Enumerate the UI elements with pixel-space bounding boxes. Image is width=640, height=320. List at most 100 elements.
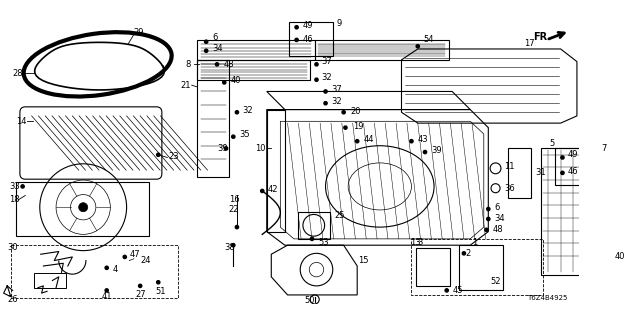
Circle shape [356,140,359,143]
Text: 11: 11 [504,162,515,171]
Text: 30: 30 [7,244,18,252]
Text: 32: 32 [331,97,342,106]
Text: 48: 48 [223,60,234,69]
Text: 18: 18 [9,196,20,204]
Circle shape [105,289,108,292]
Text: 42: 42 [268,185,278,194]
Text: 49: 49 [303,21,314,30]
Circle shape [223,81,226,84]
Circle shape [324,101,327,105]
Text: 48: 48 [493,225,504,234]
Circle shape [225,147,228,150]
Bar [508,148,531,198]
Text: T6Z4B4925: T6Z4B4925 [527,295,568,301]
Circle shape [424,150,427,154]
Circle shape [138,284,142,287]
Circle shape [561,171,564,174]
Text: 21: 21 [181,81,191,90]
Circle shape [561,156,564,159]
Text: 33: 33 [9,182,20,191]
Text: 31: 31 [535,168,546,177]
Circle shape [342,111,345,114]
Text: 2: 2 [466,249,471,258]
Circle shape [157,153,160,156]
Circle shape [486,207,490,211]
Text: 28: 28 [13,69,23,78]
Circle shape [324,90,327,93]
Text: 43: 43 [418,135,428,144]
Text: 5: 5 [550,139,555,148]
Text: 6: 6 [212,33,218,42]
Circle shape [232,244,235,247]
Text: 44: 44 [364,135,374,144]
Circle shape [295,38,298,42]
Text: 39: 39 [431,146,442,155]
Circle shape [607,255,610,259]
Circle shape [105,266,108,269]
Text: 46: 46 [303,36,314,44]
Circle shape [232,135,235,138]
Circle shape [310,237,314,241]
Text: 32: 32 [243,106,253,115]
Bar [197,60,310,80]
Text: 34: 34 [212,44,223,53]
Circle shape [485,228,488,231]
Text: 37: 37 [331,85,342,94]
Text: 34: 34 [495,213,505,223]
Text: 16: 16 [228,196,239,204]
Text: 51: 51 [156,287,166,296]
Text: 15: 15 [358,256,369,265]
Circle shape [344,126,347,129]
Text: 37: 37 [321,57,332,66]
Bar [460,245,503,291]
Circle shape [236,226,239,229]
Text: 7: 7 [602,144,607,153]
Bar [315,40,449,60]
Text: 50: 50 [304,296,314,305]
Text: 41: 41 [101,292,112,301]
Text: 9: 9 [337,19,342,28]
Bar [35,273,66,288]
Text: 54: 54 [423,36,434,44]
Text: 49: 49 [568,150,579,159]
Bar [541,148,636,275]
Circle shape [123,255,127,259]
Text: 45: 45 [452,286,463,295]
Bar [289,22,333,56]
Text: 19: 19 [353,122,363,131]
Text: 6: 6 [495,203,500,212]
Text: 13: 13 [410,238,420,247]
Text: 23: 23 [168,152,179,161]
Circle shape [486,217,490,220]
Bar [11,245,178,298]
Text: 40: 40 [615,252,625,261]
Text: 14: 14 [16,117,27,126]
Circle shape [157,281,160,284]
Circle shape [315,63,318,66]
Text: 53: 53 [318,238,329,247]
Circle shape [462,252,465,255]
Text: 22: 22 [228,204,239,213]
Text: 38: 38 [224,244,235,252]
Circle shape [205,49,208,52]
Text: 10: 10 [255,144,266,153]
Text: 29: 29 [134,28,145,37]
Text: 47: 47 [129,250,140,259]
Text: 27: 27 [136,291,147,300]
Circle shape [205,40,208,44]
Circle shape [295,26,298,29]
Text: 26: 26 [7,295,18,304]
Text: 36: 36 [504,184,515,193]
Circle shape [79,203,88,212]
Circle shape [260,189,264,193]
Circle shape [21,185,24,188]
Bar [412,239,543,295]
Text: 3: 3 [418,238,423,247]
Bar [197,40,315,60]
Text: FR.: FR. [534,32,552,42]
Text: 25: 25 [335,211,345,220]
Circle shape [410,140,413,143]
Text: 24: 24 [140,256,150,265]
Bar [556,148,598,185]
Bar [197,60,228,177]
